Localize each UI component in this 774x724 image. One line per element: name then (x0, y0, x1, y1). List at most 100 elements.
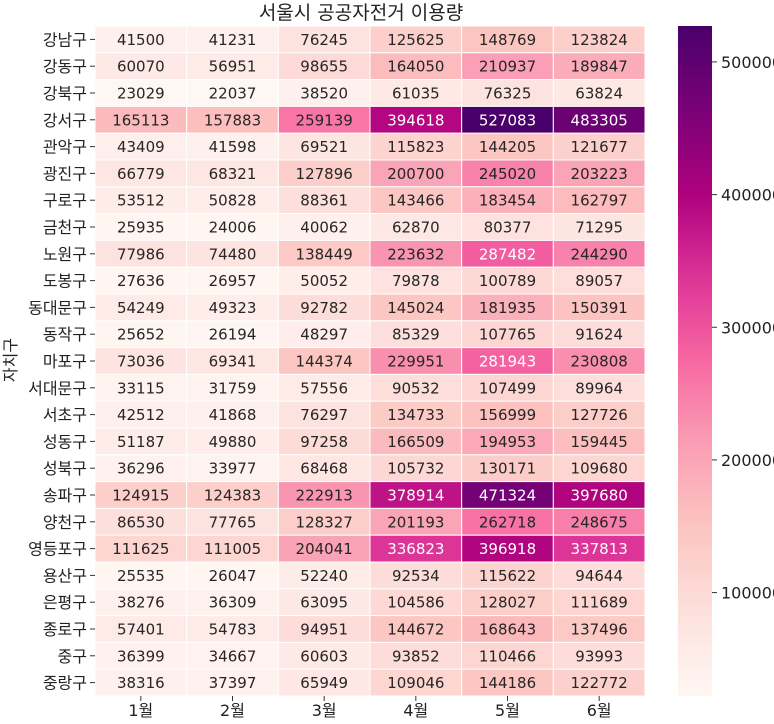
cell-value-label: 144186 (479, 674, 536, 692)
y-tick-label: 구로구 (43, 191, 87, 210)
heatmap-cell (461, 105, 554, 134)
cell-value-label: 230808 (571, 353, 628, 371)
cell-value-label: 90532 (392, 379, 440, 397)
cell-value-label: 183454 (479, 192, 536, 210)
y-tick-label: 서초구 (43, 406, 87, 425)
cell-value-label: 104586 (387, 594, 444, 612)
heatmap-cell (461, 534, 554, 563)
cell-value-label: 397680 (571, 487, 628, 505)
cell-value-label: 130171 (479, 460, 536, 478)
cell-value-label: 168643 (479, 621, 536, 639)
x-tick-label: 3월 (312, 701, 337, 720)
cell-value-label: 124383 (204, 487, 261, 505)
cell-value-label: 483305 (571, 111, 628, 129)
cell-value-label: 91624 (575, 326, 623, 344)
y-tick-label: 중구 (58, 647, 87, 666)
cell-value-label: 76325 (484, 85, 532, 103)
heatmap-cell (369, 132, 463, 161)
heatmap-cell (94, 481, 188, 509)
cell-value-label: 68468 (300, 460, 348, 478)
heatmap-cell (552, 641, 646, 670)
heatmap-cell (552, 615, 646, 643)
heatmap-cell (552, 159, 646, 188)
cell-value-label: 125625 (387, 31, 444, 49)
heatmap-cell (369, 373, 463, 402)
cell-value-label: 63095 (300, 594, 348, 612)
heatmap-cell (552, 534, 646, 563)
heatmap-cell (186, 507, 279, 536)
heatmap-cell (461, 132, 554, 161)
y-tick-labels: 강남구강동구강북구강서구관악구광진구구로구금천구노원구도봉구동대문구동작구마포구… (28, 30, 95, 693)
heatmap-cell (369, 79, 463, 107)
cell-value-label: 77765 (209, 513, 257, 531)
heatmap-cell (552, 79, 646, 107)
cell-value-label: 259139 (296, 111, 353, 129)
cell-value-label: 57556 (300, 379, 348, 397)
colorbar-tick-label: 100000 (721, 584, 774, 603)
heatmap-cell (277, 213, 371, 241)
cell-value-label: 201193 (387, 513, 444, 531)
cell-value-label: 57401 (117, 621, 165, 639)
y-axis-label: 자치구 (1, 338, 20, 382)
colorbar-tick-label: 300000 (721, 318, 774, 337)
cell-value-label: 122772 (571, 674, 628, 692)
cell-value-label: 54249 (117, 299, 165, 317)
cell-value-label: 396918 (479, 540, 536, 558)
heatmap-cell (461, 79, 554, 107)
heatmap-cell (186, 561, 279, 590)
heatmap-cell (369, 668, 463, 697)
cell-value-label: 22037 (209, 85, 257, 103)
cell-value-label: 245020 (479, 165, 536, 183)
cell-value-label: 36399 (117, 647, 165, 665)
heatmap-cell (552, 293, 646, 322)
cell-value-label: 36296 (117, 460, 165, 478)
cell-value-label: 128027 (479, 594, 536, 612)
heatmap-cell (94, 588, 188, 617)
heatmap-cell (369, 186, 463, 215)
heatmap-cell (461, 668, 554, 697)
cell-value-label: 121677 (571, 138, 628, 156)
heatmap-cell (186, 534, 279, 563)
cell-value-label: 527083 (479, 111, 536, 129)
y-tick-label: 성동구 (43, 432, 87, 451)
y-tick-label: 금천구 (43, 218, 87, 237)
heatmap-cell (94, 561, 188, 590)
cell-value-label: 248675 (571, 513, 628, 531)
heatmap-cell (552, 25, 646, 54)
heatmap-cell (552, 507, 646, 536)
cell-value-label: 23029 (117, 85, 165, 103)
heatmap-cell (461, 481, 554, 509)
cell-value-label: 97258 (300, 433, 348, 451)
x-tick-label: 5월 (495, 701, 520, 720)
y-tick-label: 강남구 (43, 30, 87, 49)
heatmap-cell (277, 481, 371, 509)
cell-value-label: 50052 (300, 272, 348, 290)
colorbar: 100000 200000 300000 400000 500000 (678, 26, 774, 696)
cell-value-label: 94951 (300, 621, 348, 639)
y-tick-label: 광진구 (43, 164, 87, 183)
heatmap-cell (186, 588, 279, 617)
heatmap-cell (277, 373, 371, 402)
heatmap-cell (552, 347, 646, 375)
cell-value-label: 337813 (571, 540, 628, 558)
heatmap-cell (552, 105, 646, 134)
heatmap-cell (552, 427, 646, 456)
heatmap-cell (186, 615, 279, 643)
cell-value-label: 150391 (571, 299, 628, 317)
cell-value-label: 98655 (300, 58, 348, 76)
cell-value-label: 41231 (209, 31, 257, 49)
heatmap-cell (94, 239, 188, 268)
cell-value-label: 25652 (117, 326, 165, 344)
cell-value-label: 71295 (575, 219, 623, 237)
cell-value-label: 34667 (209, 647, 257, 665)
cell-value-label: 109680 (571, 460, 628, 478)
heatmap-cell (552, 186, 646, 215)
cell-value-label: 229951 (387, 353, 444, 371)
heatmap-cell (369, 105, 463, 134)
cell-value-label: 394618 (387, 111, 444, 129)
heatmap-cell (461, 347, 554, 375)
heatmap-cell (461, 400, 554, 429)
heatmap-cell (94, 641, 188, 670)
heatmap-cell (94, 105, 188, 134)
heatmap-cell (552, 320, 646, 349)
